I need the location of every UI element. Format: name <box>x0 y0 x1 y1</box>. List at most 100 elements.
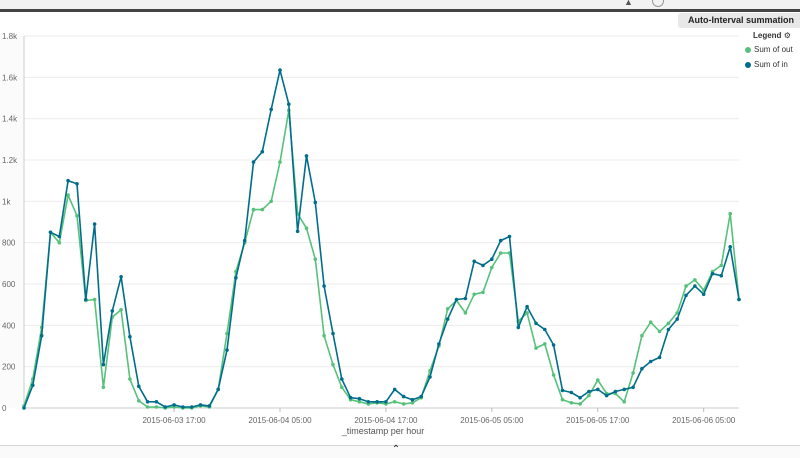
y-tick-label: 1k <box>2 197 11 206</box>
data-point-out <box>560 397 565 402</box>
data-point-in <box>251 160 256 164</box>
x-tick-label: 2015-06-05 17:00 <box>566 416 630 425</box>
data-point-out <box>596 378 600 382</box>
data-point-out <box>481 290 485 295</box>
data-point-out <box>693 278 697 282</box>
legend: Legend ⚙ Sum of out Sum of in <box>745 31 800 75</box>
data-point-in <box>189 405 194 409</box>
y-tick-label: 800 <box>2 239 16 248</box>
data-point-in <box>375 400 379 404</box>
data-point-out <box>463 311 468 315</box>
interval-badge: Auto-Interval summation <box>677 13 800 28</box>
data-point-in <box>490 257 494 262</box>
data-point-in <box>498 238 503 243</box>
y-tick-label: 1.4k <box>2 115 18 124</box>
chevron-up-small-icon[interactable]: ▲ <box>624 0 633 7</box>
data-point-in <box>551 343 556 347</box>
data-point-in <box>331 331 335 336</box>
data-point-out <box>75 214 79 218</box>
data-point-out <box>225 331 229 336</box>
data-point-in <box>648 359 653 364</box>
data-point-in <box>207 404 212 408</box>
data-point-in <box>719 273 724 278</box>
data-point-in <box>543 327 547 332</box>
y-tick-label: 1.2k <box>2 156 18 165</box>
data-point-in <box>578 395 582 400</box>
legend-label-in: Sum of in <box>754 60 788 69</box>
data-point-out <box>401 402 406 406</box>
data-point-out <box>331 362 335 367</box>
data-point-in <box>181 405 185 409</box>
data-point-in <box>313 200 318 205</box>
data-point-in <box>437 342 441 346</box>
data-point-out <box>128 377 132 381</box>
y-tick-label: 0 <box>2 404 7 413</box>
legend-settings-icon[interactable]: ⚙ <box>783 31 791 40</box>
data-point-in <box>622 387 626 392</box>
legend-swatch-in <box>745 61 751 68</box>
data-point-in <box>631 385 635 390</box>
data-point-in <box>75 182 79 186</box>
data-point-out <box>622 400 626 404</box>
data-point-in <box>728 245 732 249</box>
data-point-out <box>657 329 662 334</box>
data-point-in <box>569 390 574 395</box>
data-point-out <box>543 342 547 346</box>
data-point-out <box>119 308 123 312</box>
y-axis-band <box>0 36 24 408</box>
data-point-in <box>693 284 697 288</box>
legend-item-out[interactable]: Sum of out <box>745 45 800 54</box>
x-tick-label: 2015-06-04 17:00 <box>354 416 418 425</box>
data-point-out <box>675 311 679 315</box>
data-point-in <box>534 321 538 326</box>
data-point-in <box>348 395 353 400</box>
top-toolbar: ▲ <box>0 0 800 12</box>
data-point-out <box>534 346 538 350</box>
data-point-out <box>410 401 415 405</box>
data-point-in <box>384 400 388 404</box>
data-point-out <box>631 371 635 375</box>
data-point-in <box>684 293 688 298</box>
legend-title[interactable]: Legend ⚙ <box>753 31 800 40</box>
data-point-in <box>340 377 344 381</box>
legend-item-in[interactable]: Sum of in <box>745 60 800 69</box>
data-point-in <box>410 397 415 402</box>
data-point-out <box>569 401 574 405</box>
data-point-in <box>613 389 618 394</box>
data-point-in <box>507 234 512 239</box>
data-point-in <box>675 317 679 321</box>
data-point-in <box>525 304 529 309</box>
data-point-in <box>57 234 62 239</box>
data-point-in <box>48 230 53 235</box>
data-point-out <box>269 199 274 204</box>
data-point-in <box>463 296 468 301</box>
data-point-in <box>216 387 220 392</box>
x-tick-label: 2015-06-05 05:00 <box>460 416 524 425</box>
data-point-in <box>119 275 123 279</box>
data-point-in <box>560 388 565 393</box>
data-point-in <box>304 154 309 158</box>
data-point-in <box>154 400 159 404</box>
data-point-out <box>525 311 529 315</box>
data-point-in <box>401 394 406 399</box>
x-axis-title: _timestamp per hour <box>341 426 425 436</box>
data-point-out <box>392 400 397 404</box>
data-point-in <box>242 238 247 243</box>
data-point-in <box>666 327 671 332</box>
data-point-out <box>684 284 688 288</box>
data-point-out <box>92 297 97 302</box>
data-point-out <box>66 193 70 197</box>
bottom-bar: ⌃ <box>0 444 800 458</box>
series-line-out <box>23 109 740 409</box>
series-line-in <box>23 69 740 409</box>
data-point-out <box>101 385 106 390</box>
data-point-in <box>640 366 644 371</box>
data-point-out <box>498 251 503 255</box>
data-point-in <box>145 400 150 404</box>
data-point-in <box>322 284 326 288</box>
collapse-chevron-icon[interactable]: ⌃ <box>391 444 401 455</box>
data-point-in <box>31 383 35 388</box>
data-point-out <box>648 320 653 325</box>
data-point-out <box>260 207 265 212</box>
data-point-in <box>128 334 132 339</box>
